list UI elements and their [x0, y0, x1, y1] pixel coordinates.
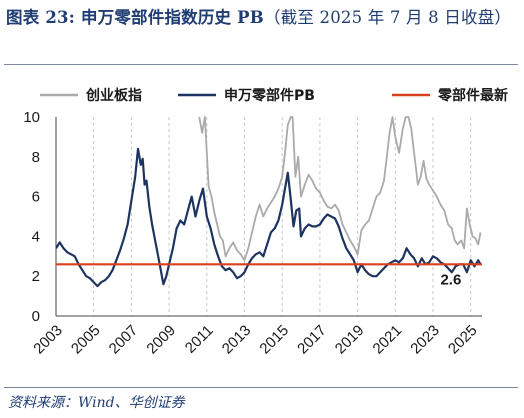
x-tick-label-2021: 2021: [370, 322, 406, 358]
y-tick-label-2: 2: [32, 268, 40, 285]
x-tick-label-2019: 2019: [332, 322, 368, 358]
y-tick-label-8: 8: [32, 149, 40, 166]
y-tick-label-6: 6: [32, 189, 40, 206]
x-tick-label-2015: 2015: [256, 322, 292, 358]
x-tick-label-2023: 2023: [407, 322, 443, 358]
title-main: 图表 23: 申万零部件指数历史 PB: [6, 8, 264, 27]
legend-label-1: 创业板指: [85, 87, 142, 104]
x-tick-label-2025: 2025: [445, 322, 481, 358]
x-tick-label-2003: 2003: [30, 322, 66, 358]
legend-label-3: 零部件最新: [437, 87, 508, 104]
series-line-1: [198, 116, 482, 262]
title-sub: （截至 2025 年 7 月 8 日收盘）: [263, 8, 512, 27]
x-tick-label-2009: 2009: [143, 322, 179, 358]
y-tick-label-4: 4: [32, 228, 40, 245]
x-tick-label-2017: 2017: [294, 322, 330, 358]
title-divider: [4, 64, 518, 65]
x-tick-label-2013: 2013: [219, 322, 255, 358]
y-tick-label-0: 0: [32, 308, 40, 325]
source-note: 资料来源：Wind、华创证券: [8, 395, 185, 411]
x-tick-label-2011: 2011: [182, 322, 217, 357]
chart-title: 图表 23: 申万零部件指数历史 PB（截至 2025 年 7 月 8 日收盘）: [6, 4, 518, 31]
source-divider: [4, 387, 518, 388]
y-tick-label-10: 10: [23, 109, 40, 126]
legend-label-2: 申万零部件PB: [224, 87, 315, 104]
x-tick-label-2005: 2005: [68, 322, 104, 358]
x-tick-label-2007: 2007: [106, 322, 142, 358]
series-line-2: [56, 147, 482, 288]
annotation-label: 2.6: [440, 271, 461, 288]
